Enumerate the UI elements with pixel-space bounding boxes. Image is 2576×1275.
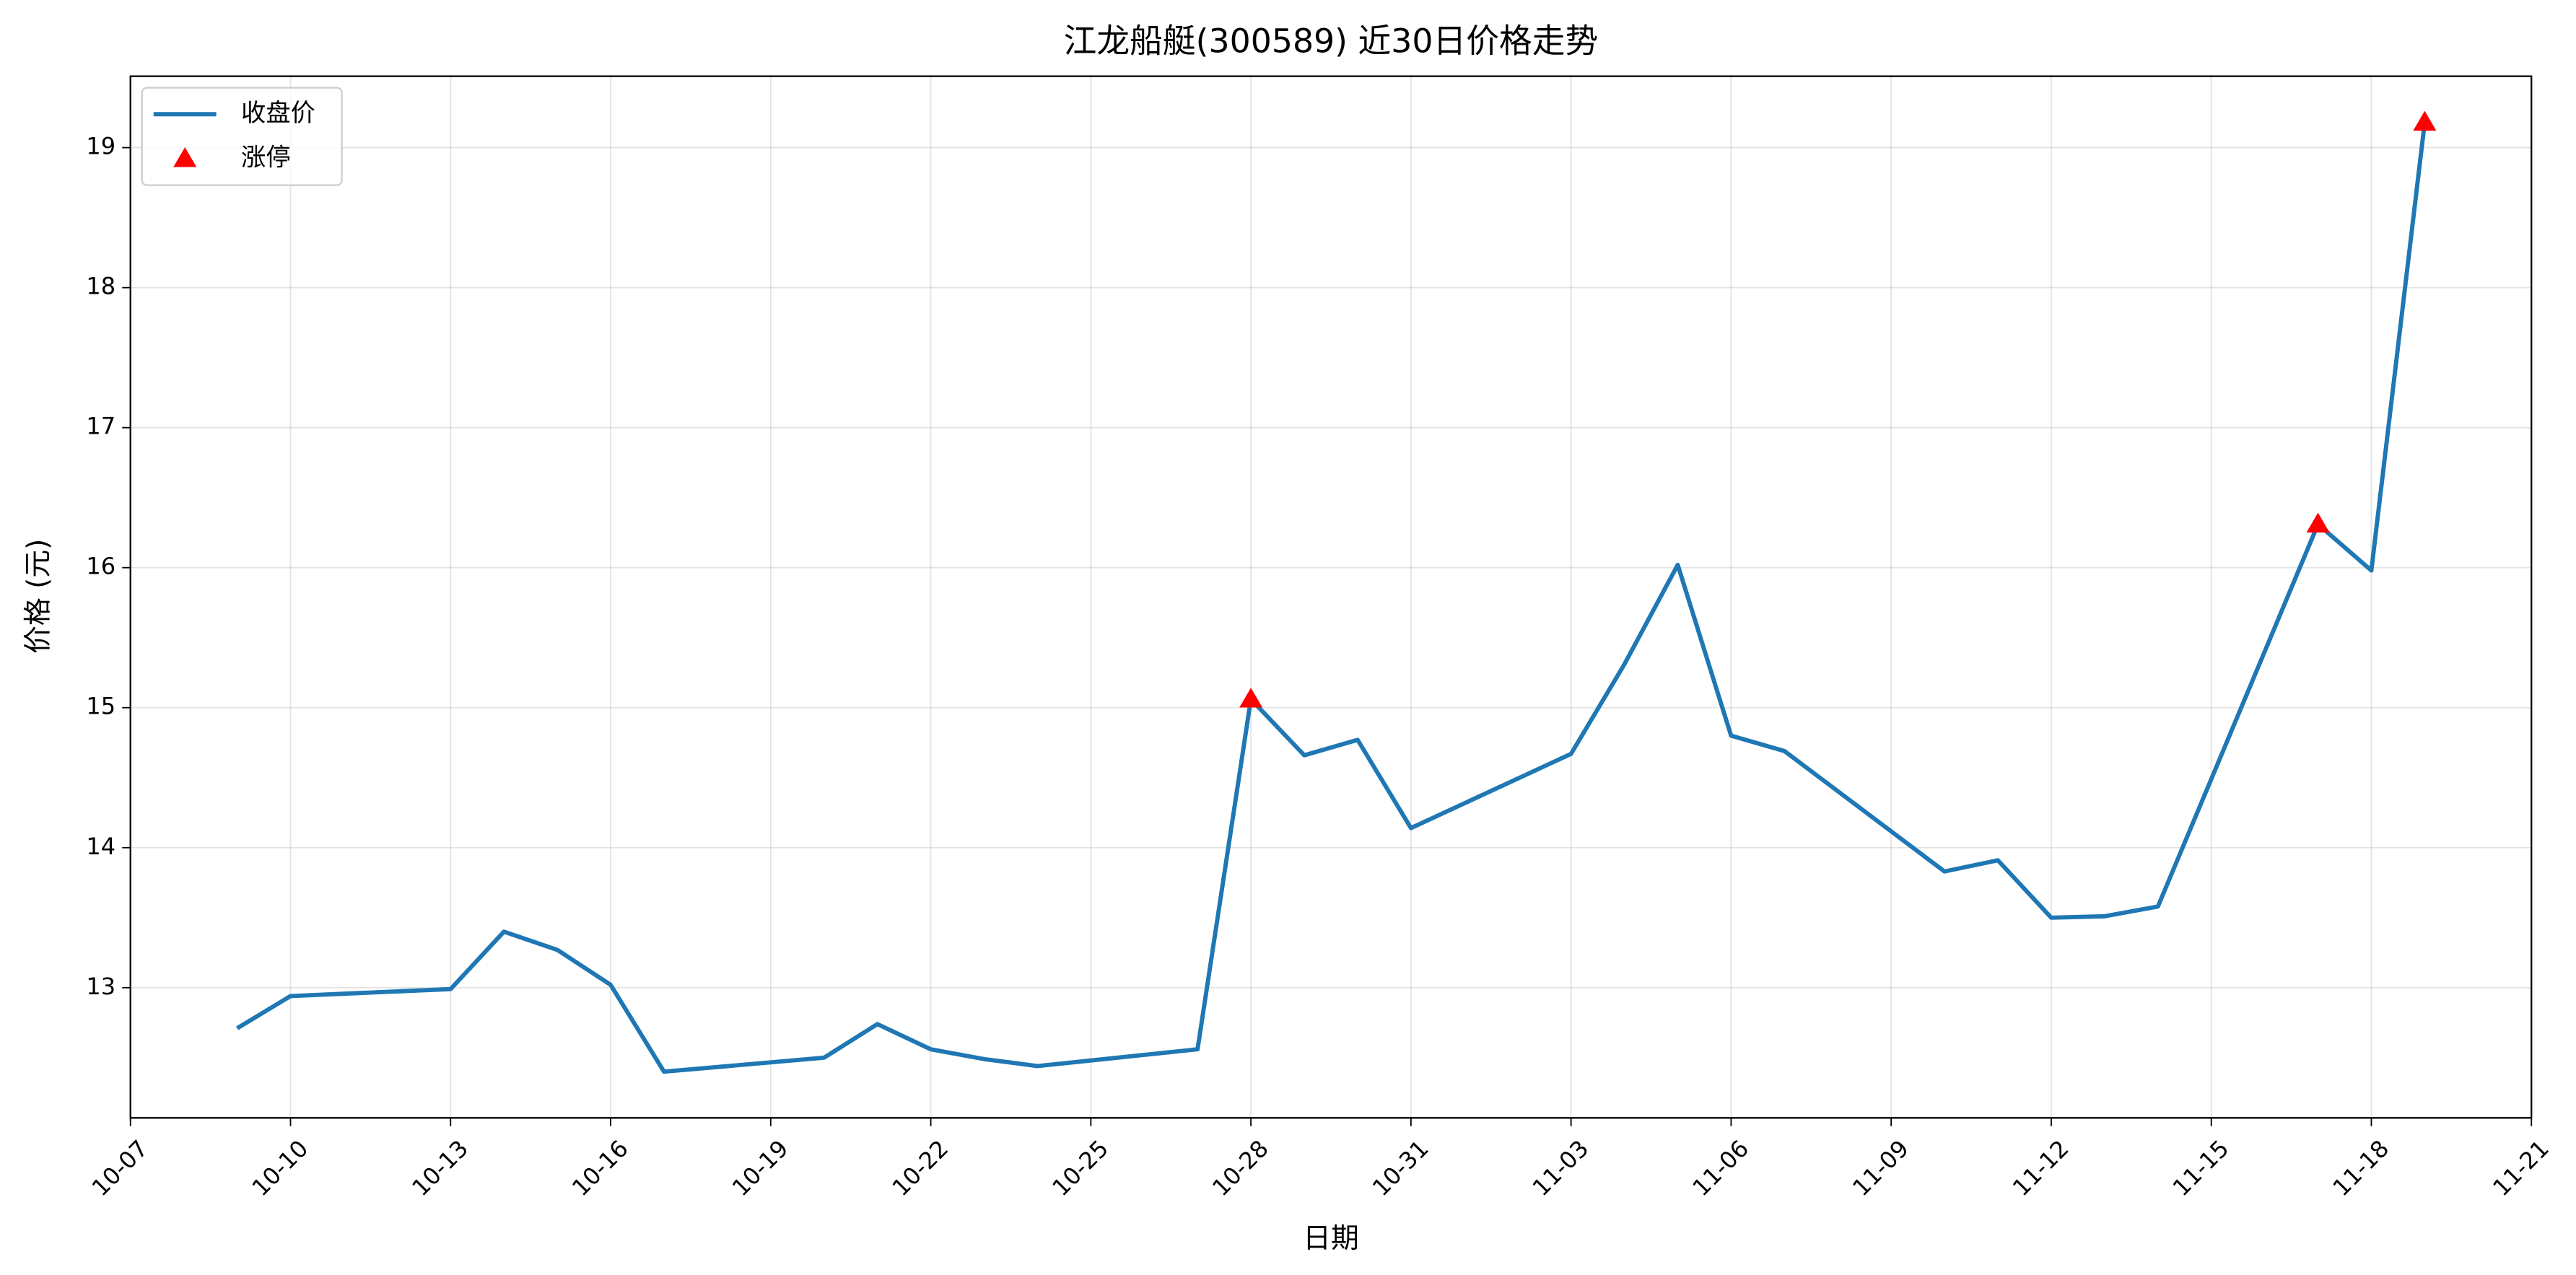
limit-up-marker [2306,512,2330,533]
plot-frame [129,75,2533,1119]
chart-title: 江龙船艇(300589) 近30日价格走势 [1064,22,1599,60]
y-tick-label: 16 [86,553,115,580]
y-tick-label: 17 [86,413,115,440]
y-tick-label: 14 [86,833,115,860]
y-axis-label: 价格 (元) [22,539,54,654]
y-tick-label: 18 [86,273,115,300]
limit-up-marker [2413,110,2437,131]
legend-label: 涨停 [241,144,291,172]
limit-up-marker [1239,688,1263,708]
y-tick-label: 13 [86,973,115,1000]
y-tick-label: 19 [86,133,115,160]
price-line [236,122,2427,1074]
y-tick-label: 15 [86,693,115,720]
legend-label: 收盘价 [241,99,315,128]
legend-marker [173,147,197,167]
x-axis-label: 日期 [1303,1222,1359,1255]
